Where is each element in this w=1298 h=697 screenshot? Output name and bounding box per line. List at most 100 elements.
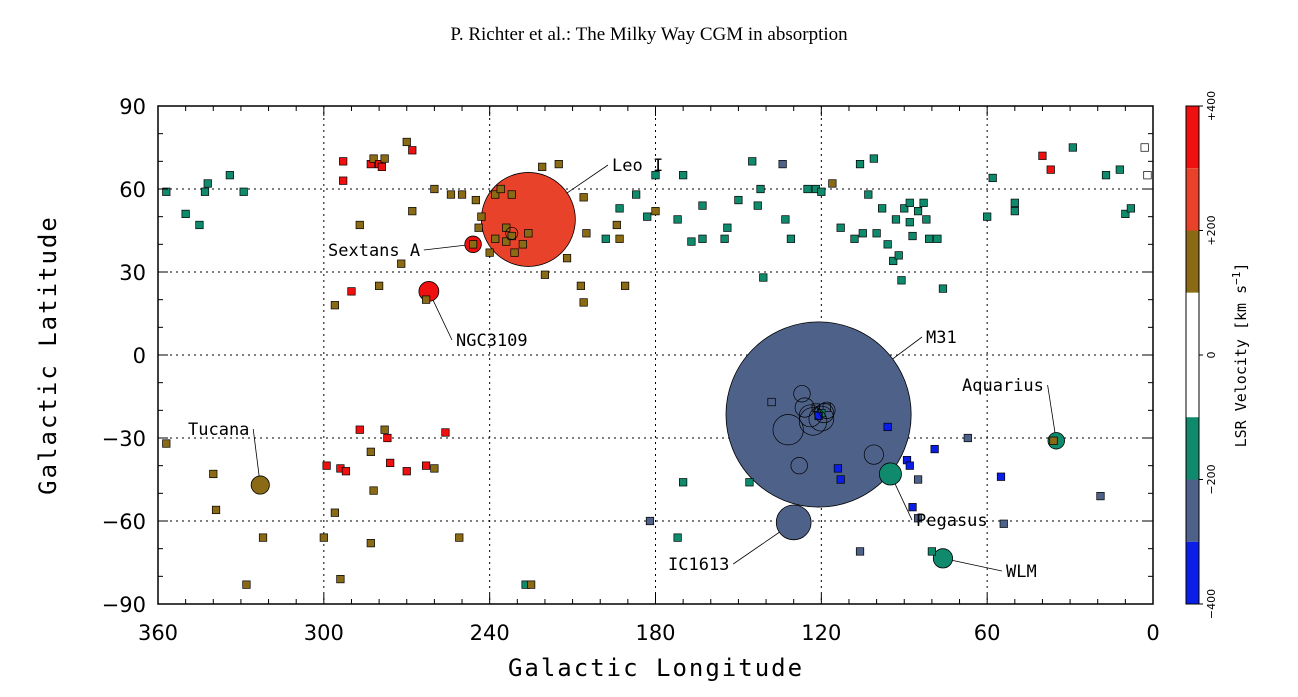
- galaxy-discs: [250, 172, 1065, 569]
- x-tick-label: 120: [801, 621, 841, 645]
- sightline-marker: [446, 190, 456, 199]
- sightline-marker: [402, 137, 411, 147]
- sightline-marker: [615, 234, 624, 243]
- sightline-marker: [239, 187, 248, 196]
- galaxy-disc-ic1613: [775, 504, 812, 541]
- sightline-marker: [341, 467, 351, 476]
- sightline-marker: [554, 160, 563, 169]
- sightline-marker: [336, 574, 345, 584]
- sightline-marker: [540, 270, 550, 279]
- sightline-marker: [386, 458, 395, 467]
- sightline-marker: [756, 184, 765, 194]
- substructure-ring: [863, 444, 884, 465]
- sightline-marker: [330, 508, 339, 517]
- sightline-marker: [485, 248, 494, 257]
- galaxy-label: Aquarius: [962, 376, 1044, 396]
- substructure-ring: [772, 414, 804, 446]
- sightline-marker: [322, 461, 331, 470]
- sightline-marker: [471, 195, 480, 205]
- sightline-marker: [1049, 436, 1058, 445]
- sightline-marker: [1121, 209, 1130, 218]
- plot-frame: [157, 105, 1154, 605]
- sightline-marker: [919, 198, 928, 207]
- sightline-marker: [507, 190, 516, 199]
- sightline-marker: [242, 580, 251, 589]
- sightline-marker: [319, 533, 328, 542]
- sightline-marker: [878, 204, 887, 213]
- sightline-marker: [380, 425, 389, 434]
- substructure-ring: [793, 385, 811, 403]
- sightline-marker: [913, 514, 923, 523]
- sightline-marker: [339, 157, 348, 166]
- sightline-marker: [933, 234, 942, 243]
- sightline-marker: [527, 580, 536, 589]
- sightline-marker: [836, 475, 845, 484]
- sightline-marker: [767, 397, 776, 407]
- sightline-marker: [211, 505, 221, 515]
- y-tick-label: −60: [102, 510, 146, 534]
- substructure-ring: [790, 457, 808, 475]
- colorbar-bin: [1186, 479, 1199, 542]
- sightline-marker: [1115, 165, 1124, 174]
- colorbar-bin: [1186, 292, 1199, 418]
- y-tick-label: −90: [102, 593, 146, 617]
- sightline-marker: [347, 287, 356, 296]
- sightline-marker: [759, 273, 768, 282]
- sightline-marker: [828, 179, 837, 188]
- sightline-marker: [687, 237, 696, 246]
- sightline-marker: [496, 184, 505, 194]
- sightline-marker: [366, 539, 375, 548]
- sightline-marker: [1010, 198, 1019, 207]
- galaxy-label: Pegasus: [916, 511, 988, 531]
- sightline-marker: [748, 157, 757, 166]
- sightline-marker: [651, 207, 660, 216]
- galaxy-disc-pegasus: [878, 462, 902, 486]
- sightline-marker: [181, 209, 190, 218]
- galaxy-disc-tucana: [250, 475, 270, 495]
- sightline-marker: [897, 276, 906, 285]
- sightline-marker: [1068, 143, 1077, 152]
- x-tick-label: 60: [974, 621, 1001, 645]
- sightline-marker: [383, 433, 392, 443]
- sightline-marker: [855, 547, 865, 556]
- sightline-marker: [908, 231, 917, 241]
- colorbar-tick-label: −200: [1205, 464, 1218, 494]
- galaxy-label: IC1613: [668, 555, 729, 575]
- sightline-marker: [579, 193, 588, 202]
- running-head: P. Richter et al.: The Milky Way CGM in …: [450, 24, 848, 45]
- y-axis-title: Galactic Latitude: [34, 215, 62, 495]
- sightline-marker: [375, 281, 384, 290]
- sightline-marker: [421, 295, 431, 304]
- label-leader-line: [566, 164, 609, 194]
- label-leader-line: [252, 428, 260, 477]
- sightline-marker: [720, 234, 729, 243]
- colorbar-bin: [1186, 168, 1199, 231]
- x-axis-title: Galactic Longitude: [508, 654, 804, 682]
- sightline-marker: [507, 231, 516, 241]
- sightline-marker: [869, 154, 878, 163]
- sightline-marker: [679, 171, 688, 180]
- sightline-marker: [339, 176, 348, 185]
- sightline-marker: [632, 190, 641, 199]
- sightline-marker: [786, 234, 796, 243]
- sightline-marker: [938, 284, 948, 293]
- sightline-marker: [1038, 151, 1047, 160]
- label-leader-line: [1047, 384, 1056, 433]
- sightline-marker: [209, 469, 218, 479]
- galaxy-annotations: Leo I Sextans A NGC3109 M31 Aquarius Tucana Pe…: [188, 156, 1056, 582]
- label-leader-line: [894, 483, 913, 521]
- sightline-marker: [576, 281, 585, 290]
- sightline-marker: [651, 171, 660, 180]
- label-leader-line: [423, 244, 465, 251]
- sightline-marker: [524, 229, 533, 238]
- sightline-marker: [913, 207, 923, 216]
- sightline-marker: [408, 207, 417, 216]
- sightline-marker: [781, 215, 790, 224]
- sightline-marker: [402, 467, 411, 476]
- colorbar-bin: [1186, 417, 1199, 480]
- sightline-marker: [1010, 207, 1019, 216]
- sightline-marker: [734, 195, 743, 205]
- sightline-marker: [502, 237, 511, 246]
- x-tick-label: 300: [304, 621, 344, 645]
- sightline-marker: [883, 422, 892, 432]
